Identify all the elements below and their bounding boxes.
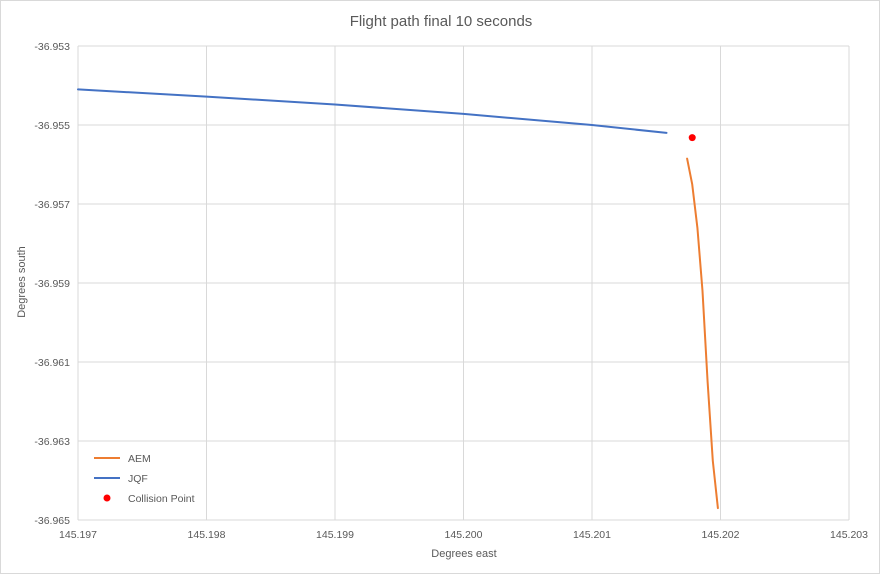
y-axis-ticks: -36.953 -36.955 -36.957 -36.959 -36.961 -36.9…: [34, 41, 70, 527]
x-axis-ticks: 145.197 145.198 145.199 145.200 145.201 145.2…: [59, 529, 868, 541]
series-layer: [78, 89, 718, 508]
y-axis-title: Degrees south: [16, 246, 28, 318]
x-tick-label: 145.203: [830, 529, 868, 541]
y-tick-label: -36.955: [34, 120, 70, 132]
series-line-jqf: [78, 89, 667, 132]
x-tick-label: 145.202: [702, 529, 740, 541]
legend-swatch-collision-point: [104, 495, 111, 502]
x-tick-label: 145.200: [445, 529, 483, 541]
y-tick-label: -36.957: [34, 199, 70, 211]
x-tick-label: 145.201: [573, 529, 611, 541]
chart-title: Flight path final 10 seconds: [350, 13, 533, 30]
y-tick-label: -36.963: [34, 436, 70, 448]
legend: AEM JQF Collision Point: [94, 453, 195, 505]
y-tick-label: -36.961: [34, 357, 70, 369]
y-tick-label: -36.959: [34, 278, 70, 290]
x-tick-label: 145.197: [59, 529, 97, 541]
x-axis-title: Degrees east: [431, 548, 496, 560]
x-tick-label: 145.199: [316, 529, 354, 541]
y-tick-label: -36.953: [34, 41, 70, 53]
marker-collision-point: [689, 134, 696, 141]
legend-label-jqf: JQF: [128, 473, 148, 485]
legend-label-collision-point: Collision Point: [128, 493, 195, 505]
x-tick-label: 145.198: [188, 529, 226, 541]
series-line-aem: [687, 159, 718, 509]
y-tick-label: -36.965: [34, 515, 70, 527]
legend-label-aem: AEM: [128, 453, 151, 465]
gridlines: [78, 46, 849, 520]
